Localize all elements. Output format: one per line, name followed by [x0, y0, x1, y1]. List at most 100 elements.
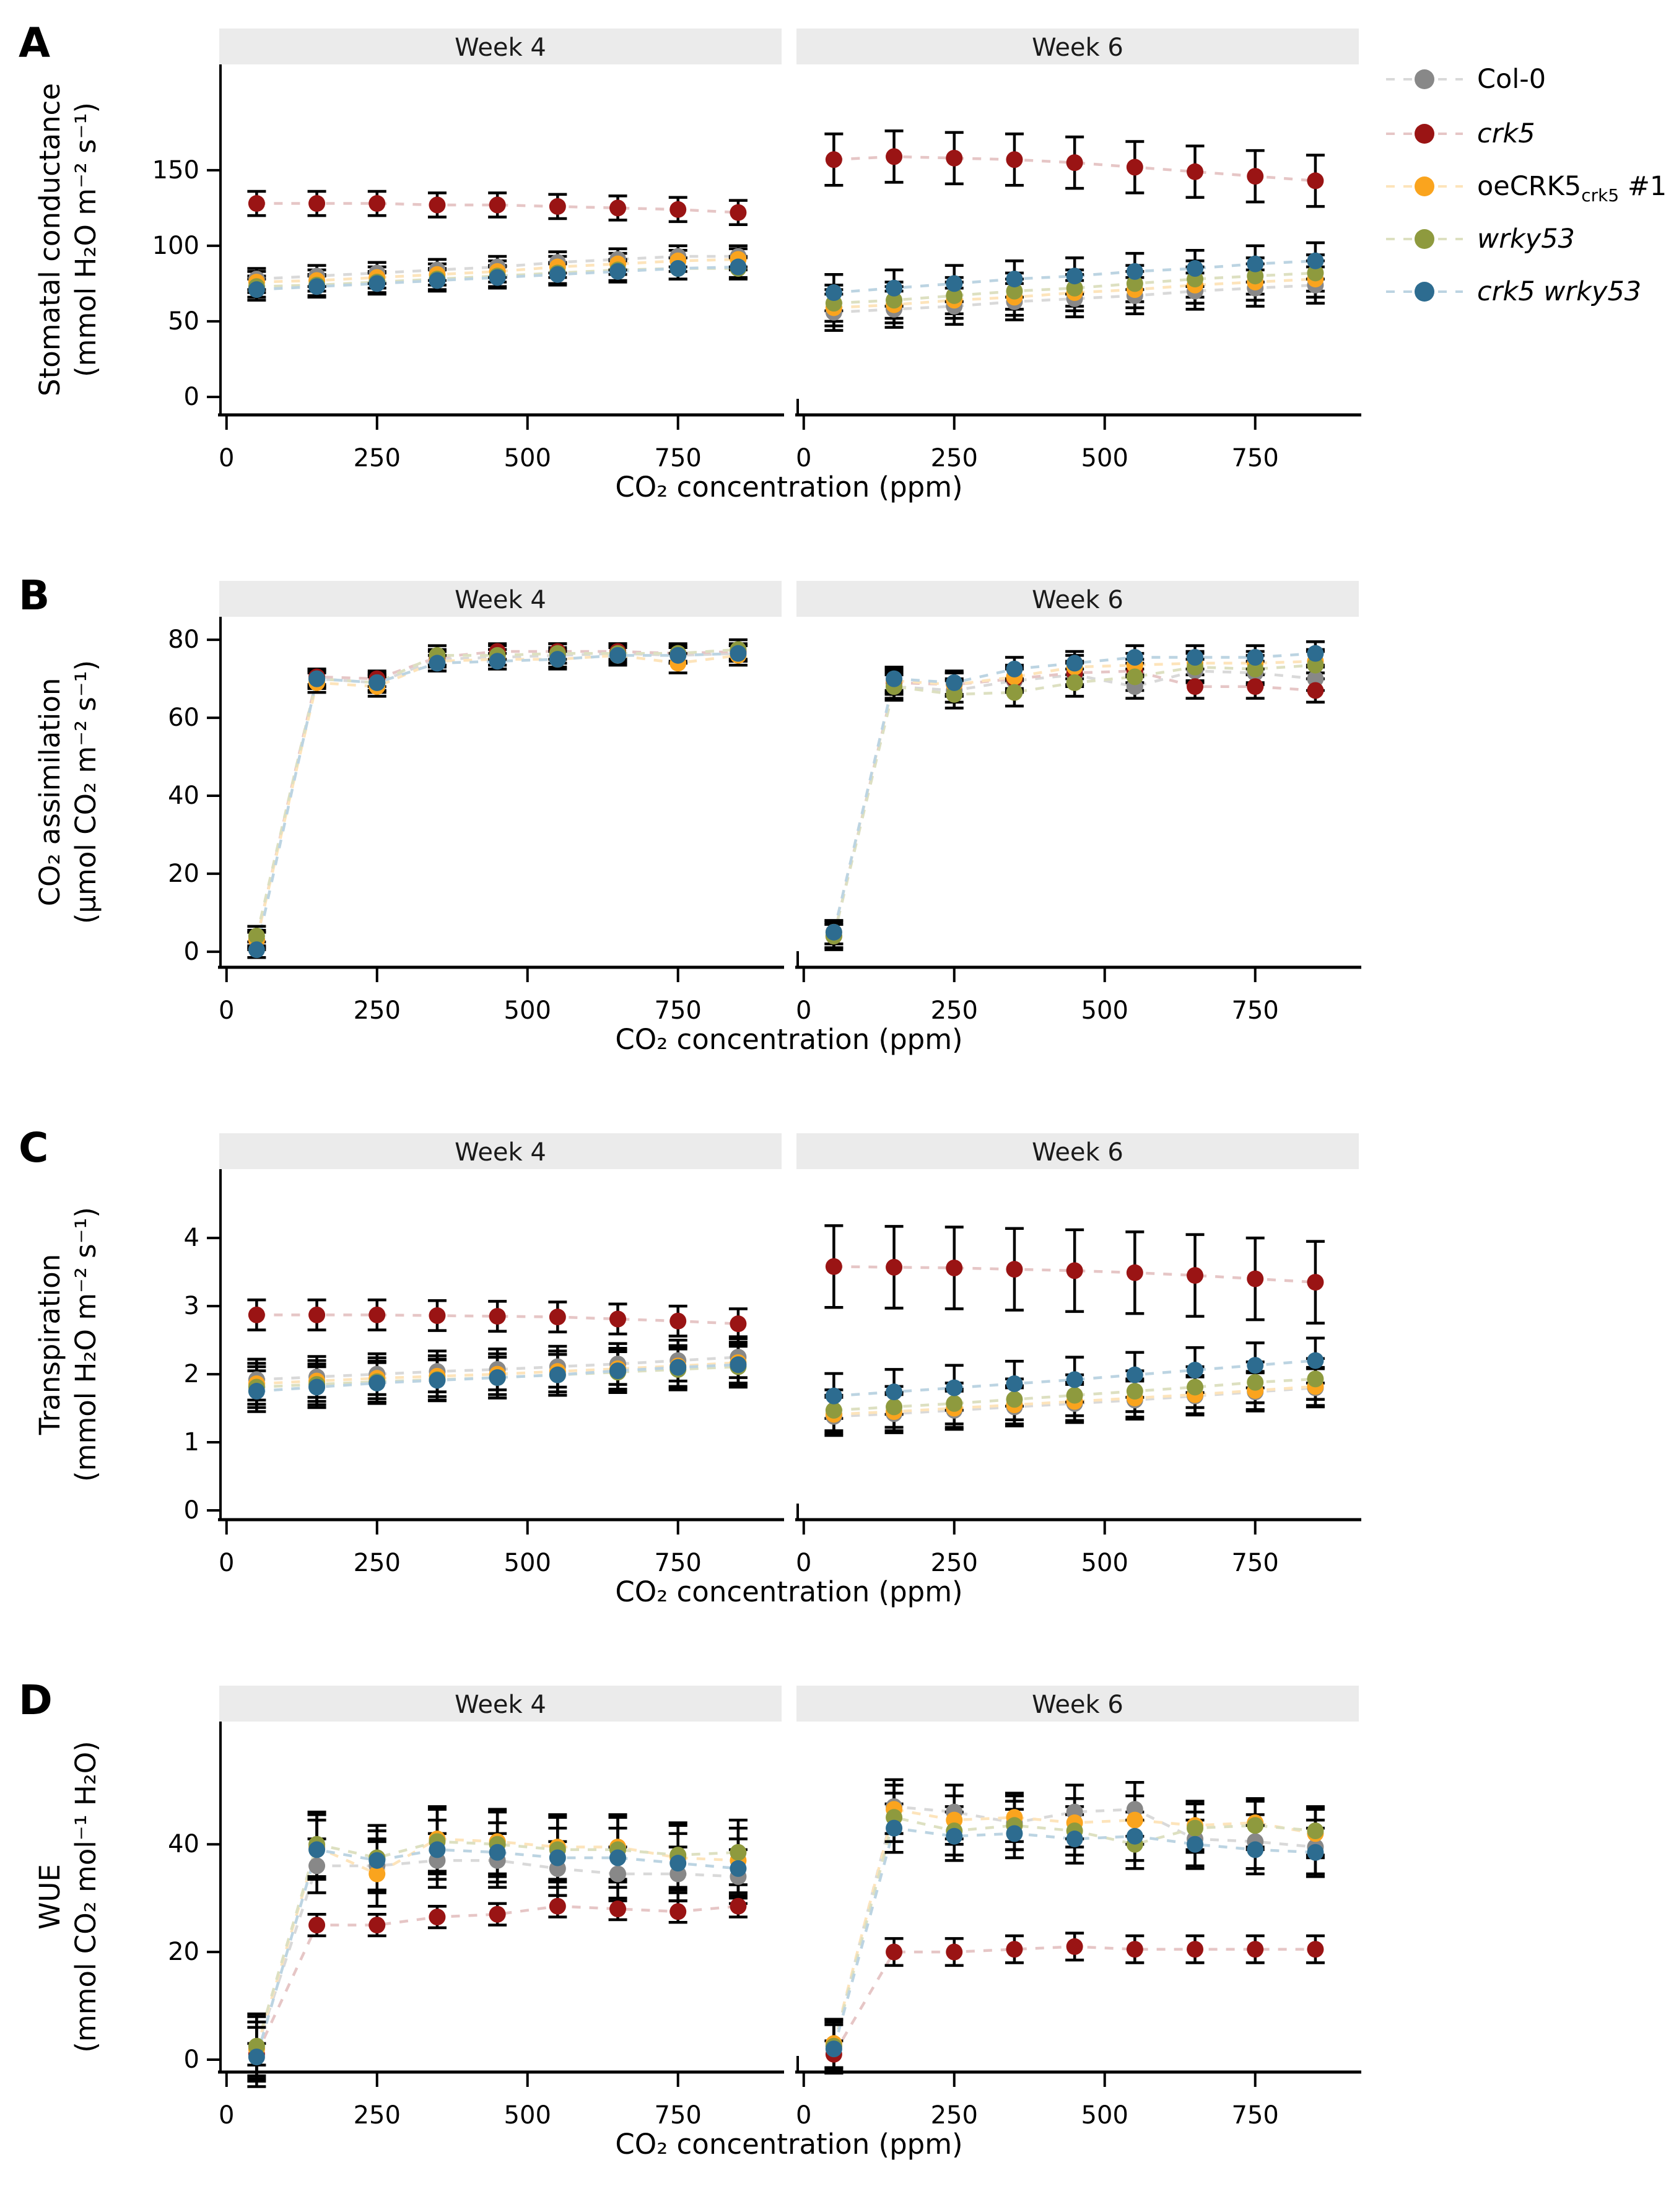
series-points-cw — [825, 1352, 1324, 1404]
data-point — [489, 1369, 506, 1387]
series-points-crk5 — [248, 195, 747, 221]
series-line-col0 — [256, 255, 738, 281]
y-tick-label: 20 — [168, 1938, 199, 1966]
x-tick-label: 250 — [354, 996, 401, 1025]
x-tick-label: 500 — [1081, 444, 1128, 472]
series-line-oe — [834, 1385, 1316, 1416]
legend-label: wrky53 — [1477, 224, 1575, 255]
y-tick-label: 50 — [168, 307, 199, 336]
y-tick-label: 40 — [168, 782, 199, 810]
y-tick-label: 0 — [184, 2045, 199, 2074]
data-point — [1006, 282, 1023, 300]
data-point — [1126, 1264, 1143, 1281]
series-line-crk5 — [834, 155, 1316, 183]
data-point — [946, 149, 963, 167]
data-point — [369, 1852, 386, 1869]
data-point — [489, 1308, 506, 1325]
facet-title: Week 6 — [1032, 33, 1123, 62]
series-line-oe — [834, 277, 1316, 310]
data-point — [1187, 163, 1204, 180]
data-point — [549, 266, 566, 283]
data-point — [1247, 660, 1264, 677]
x-tick-label: 0 — [219, 996, 234, 1025]
facet-week6: Week 6 0 250 500 750 — [795, 581, 1361, 1025]
data-point — [946, 1259, 963, 1276]
y-axis-label-line1: WUE — [33, 1864, 66, 1930]
facet-title: Week 6 — [1032, 1138, 1123, 1167]
facet-title: Week 4 — [455, 33, 546, 62]
data-point — [1307, 1352, 1324, 1369]
data-point — [1126, 263, 1143, 280]
data-point — [549, 1366, 566, 1383]
data-point — [429, 655, 446, 672]
data-point — [1006, 660, 1023, 677]
data-point — [1187, 648, 1204, 666]
facet-week4: Week 4 0 1 2 3 4 0 250 500 750 — [184, 1133, 784, 1577]
data-point — [308, 1857, 326, 1875]
data-point — [489, 1844, 506, 1861]
facet-title: Week 4 — [455, 1138, 546, 1167]
data-point — [886, 1819, 903, 1837]
data-point — [669, 647, 687, 664]
x-tick-label: 750 — [1232, 444, 1279, 472]
y-tick-label: 80 — [168, 625, 199, 654]
data-point — [308, 1306, 326, 1323]
panel-D: D WUE (mmol CO₂ mol⁻¹ H₂O) Week 4 0 20 40 0 250 5… — [19, 1676, 1361, 2161]
data-point — [248, 941, 265, 959]
data-point — [369, 195, 386, 212]
y-tick-label: 0 — [184, 383, 199, 411]
data-point — [1307, 1844, 1324, 1861]
series-points-cw — [825, 1819, 1324, 2058]
legend-label: crk5 wrky53 — [1477, 276, 1641, 307]
data-point — [248, 1383, 265, 1400]
data-point — [1126, 159, 1143, 176]
data-point — [1126, 648, 1143, 666]
data-point — [730, 1897, 747, 1915]
legend-item-col0: Col-0 — [1386, 64, 1546, 95]
data-point — [1247, 1817, 1264, 1834]
data-point — [1126, 668, 1143, 686]
series-line-cw — [255, 1848, 739, 2058]
series-points-crk5 — [825, 1258, 1324, 1291]
data-point — [489, 196, 506, 214]
data-point — [946, 1943, 963, 1961]
legend-marker — [1415, 176, 1434, 196]
data-point — [609, 647, 627, 664]
x-axis-label: CO₂ concentration (ppm) — [615, 471, 962, 503]
data-point — [1066, 1938, 1083, 1955]
panel-letter: B — [19, 572, 50, 619]
data-point — [308, 1841, 326, 1858]
series-line-cw — [834, 259, 1316, 294]
data-point — [1187, 1361, 1204, 1378]
series-points-wrky — [825, 264, 1324, 312]
y-axis-label-line2: (mmol H₂O m⁻² s⁻¹) — [69, 102, 102, 377]
data-point — [489, 653, 506, 670]
data-point — [886, 1258, 903, 1276]
x-tick-label: 0 — [796, 996, 811, 1025]
x-tick-label: 750 — [655, 1549, 702, 1577]
data-point — [1307, 670, 1324, 687]
series-line-oe — [255, 654, 739, 941]
x-tick-label: 750 — [655, 444, 702, 472]
y-tick-label: 100 — [152, 232, 199, 260]
data-point — [1066, 655, 1083, 672]
data-point — [489, 1905, 506, 1923]
x-tick-label: 750 — [1232, 1549, 1279, 1577]
data-point — [1247, 678, 1264, 695]
data-point — [549, 1849, 566, 1866]
data-point — [609, 263, 627, 280]
data-point — [549, 651, 566, 668]
data-point — [489, 269, 506, 286]
data-point — [825, 1387, 842, 1404]
data-point — [669, 259, 687, 277]
data-point — [248, 195, 265, 212]
facet-week6: Week 6 0 250 500 750 — [795, 28, 1361, 472]
x-tick-label: 0 — [219, 1549, 234, 1577]
x-tick-label: 500 — [504, 444, 551, 472]
data-point — [730, 1860, 747, 1877]
x-tick-label: 250 — [931, 2101, 978, 2130]
data-point — [1066, 268, 1083, 285]
x-tick-label: 500 — [504, 996, 551, 1025]
data-point — [946, 287, 963, 304]
